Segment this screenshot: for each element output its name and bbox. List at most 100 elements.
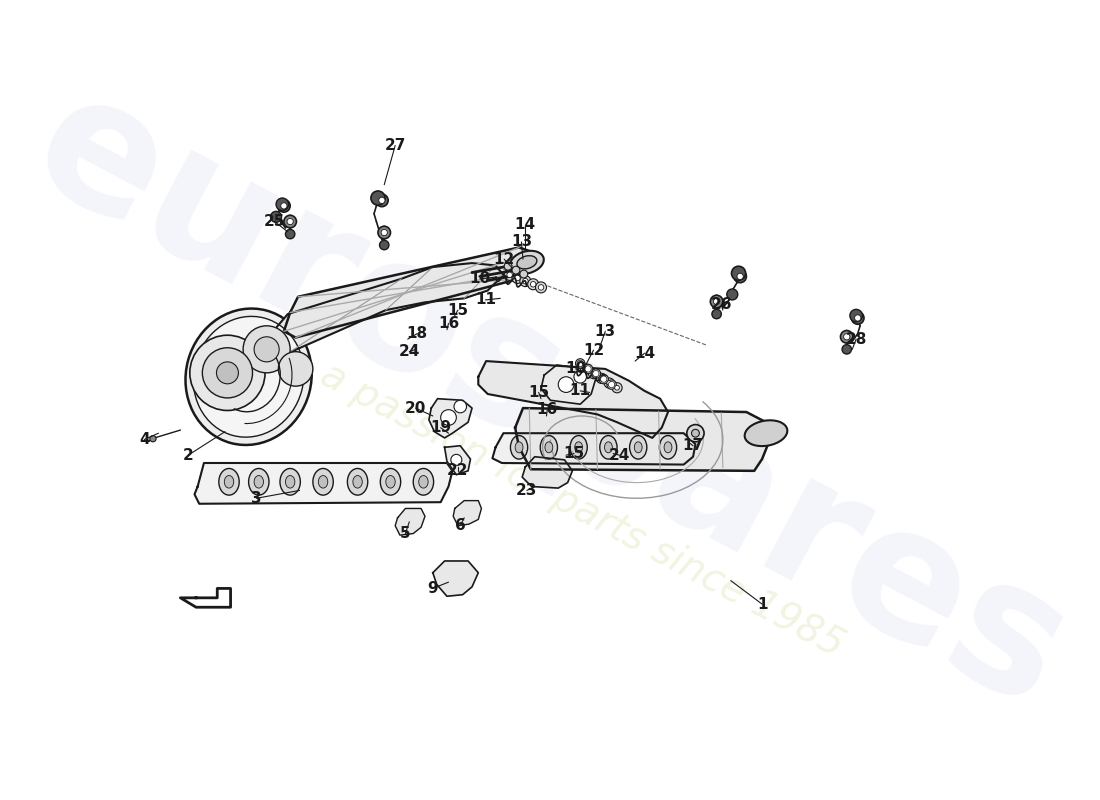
Circle shape: [375, 194, 388, 206]
Ellipse shape: [186, 309, 311, 445]
Polygon shape: [180, 589, 231, 607]
Circle shape: [280, 202, 287, 209]
Circle shape: [732, 266, 746, 280]
Ellipse shape: [600, 376, 604, 381]
Ellipse shape: [659, 435, 676, 459]
Circle shape: [601, 376, 607, 382]
Text: 6: 6: [455, 518, 465, 534]
Circle shape: [574, 370, 586, 383]
Circle shape: [243, 326, 290, 373]
Ellipse shape: [591, 371, 596, 376]
Ellipse shape: [515, 442, 522, 453]
Polygon shape: [432, 561, 478, 596]
Circle shape: [454, 400, 466, 413]
Ellipse shape: [510, 251, 543, 274]
Text: 4: 4: [139, 432, 150, 447]
Circle shape: [608, 382, 615, 388]
Ellipse shape: [419, 475, 428, 488]
Circle shape: [190, 335, 265, 410]
Circle shape: [276, 198, 288, 210]
Circle shape: [378, 198, 385, 203]
Ellipse shape: [596, 374, 606, 383]
Text: 11: 11: [570, 383, 591, 398]
Ellipse shape: [605, 442, 613, 453]
Circle shape: [278, 352, 312, 386]
Circle shape: [593, 370, 600, 377]
Circle shape: [512, 266, 520, 274]
Ellipse shape: [254, 475, 264, 488]
Circle shape: [378, 226, 390, 238]
Ellipse shape: [517, 256, 537, 269]
Ellipse shape: [612, 382, 623, 393]
Ellipse shape: [510, 435, 528, 459]
Circle shape: [844, 334, 850, 340]
Ellipse shape: [607, 380, 616, 390]
Text: a passion for parts since 1985: a passion for parts since 1985: [314, 355, 850, 665]
Circle shape: [379, 240, 389, 250]
Ellipse shape: [318, 475, 328, 488]
Ellipse shape: [540, 435, 558, 459]
Circle shape: [585, 366, 591, 372]
Ellipse shape: [574, 442, 583, 453]
Circle shape: [217, 362, 239, 384]
Text: 9: 9: [428, 581, 438, 596]
Ellipse shape: [312, 469, 333, 495]
Ellipse shape: [348, 469, 367, 495]
Circle shape: [202, 348, 253, 398]
Ellipse shape: [414, 469, 433, 495]
Ellipse shape: [520, 276, 531, 286]
Circle shape: [737, 274, 744, 279]
Text: 19: 19: [430, 420, 451, 435]
Circle shape: [287, 218, 294, 225]
Circle shape: [727, 289, 738, 300]
Ellipse shape: [600, 374, 608, 384]
Circle shape: [150, 435, 156, 442]
Circle shape: [441, 410, 456, 426]
Ellipse shape: [512, 273, 522, 283]
Ellipse shape: [745, 420, 788, 446]
Text: 25: 25: [264, 214, 285, 229]
Polygon shape: [444, 446, 471, 474]
Ellipse shape: [522, 278, 528, 284]
Circle shape: [381, 230, 387, 236]
Text: 3: 3: [251, 490, 262, 506]
Ellipse shape: [249, 469, 270, 495]
Ellipse shape: [575, 358, 585, 368]
Ellipse shape: [692, 430, 700, 437]
Ellipse shape: [386, 475, 395, 488]
Ellipse shape: [604, 378, 614, 388]
Ellipse shape: [615, 386, 619, 390]
Text: 13: 13: [510, 234, 532, 250]
Polygon shape: [515, 408, 770, 471]
Circle shape: [504, 262, 512, 270]
Ellipse shape: [515, 275, 520, 281]
Polygon shape: [284, 247, 535, 338]
Text: 14: 14: [634, 346, 656, 361]
Ellipse shape: [581, 364, 591, 374]
Circle shape: [284, 215, 296, 228]
Polygon shape: [264, 263, 504, 365]
Text: 1: 1: [757, 597, 768, 611]
Text: 18: 18: [407, 326, 428, 341]
Ellipse shape: [536, 282, 547, 293]
Circle shape: [271, 211, 282, 222]
Text: 24: 24: [398, 344, 420, 359]
Text: 16: 16: [537, 402, 558, 417]
Circle shape: [711, 295, 723, 308]
Circle shape: [734, 270, 747, 282]
Polygon shape: [429, 398, 472, 438]
Text: eurospares: eurospares: [6, 54, 1096, 746]
Ellipse shape: [353, 475, 362, 488]
Ellipse shape: [607, 381, 612, 386]
Circle shape: [712, 310, 722, 318]
Circle shape: [840, 330, 852, 343]
Ellipse shape: [538, 285, 543, 290]
Polygon shape: [453, 501, 482, 526]
Ellipse shape: [591, 369, 601, 378]
Circle shape: [559, 377, 574, 393]
Ellipse shape: [286, 475, 295, 488]
Polygon shape: [395, 509, 425, 535]
Ellipse shape: [528, 278, 539, 290]
Ellipse shape: [224, 475, 233, 488]
Circle shape: [286, 230, 295, 238]
